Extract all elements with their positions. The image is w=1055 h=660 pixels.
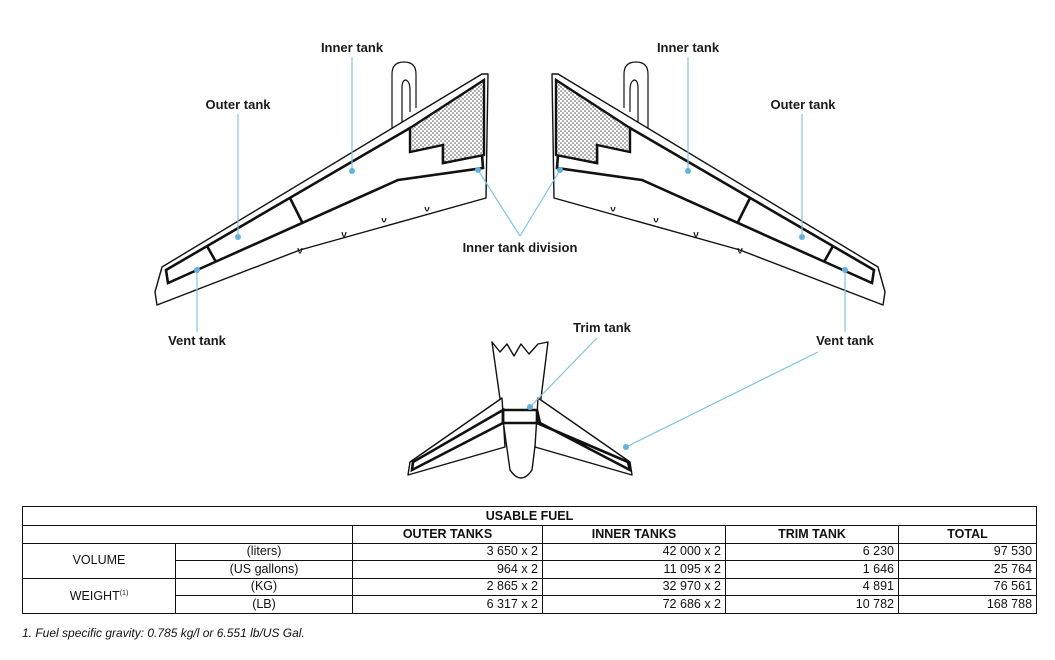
outer-tank-left-label: Outer tank: [205, 97, 271, 112]
horizontal-stabilizer: [407, 341, 633, 479]
left-flap-fairings: [297, 206, 430, 254]
usable-fuel-table: USABLE FUEL OUTER TANKS INNER TANKS TRIM…: [21, 506, 1038, 614]
trim-cell: 4 891: [725, 577, 899, 596]
outer-tank-right-label: Outer tank: [770, 97, 836, 112]
table-title: USABLE FUEL: [21, 506, 1038, 526]
weight-footnote-ref: (1): [119, 590, 129, 598]
right-vent-division: [822, 245, 835, 263]
table-row: (US gallons) 964 x 2 11 095 x 2 1 646 25…: [23, 560, 1038, 579]
right-wing: [551, 61, 886, 306]
outer-cell: 964 x 2: [352, 560, 543, 579]
total-cell: 76 561: [897, 577, 1038, 596]
header-total: TOTAL: [897, 525, 1038, 544]
left-engine-pylon: [391, 61, 417, 128]
inner-cell: 11 095 x 2: [542, 560, 726, 579]
weight-label-text: WEIGHT: [69, 589, 120, 604]
header-inner-tanks: INNER TANKS: [542, 525, 726, 544]
unit-cell: (KG): [175, 577, 353, 596]
weight-label: WEIGHT(1): [22, 577, 176, 614]
inner-tank-division-label: Inner tank division: [463, 240, 578, 255]
table-row: WEIGHT(1) (KG) 2 865 x 2 32 970 x 2 4 89…: [22, 577, 1038, 614]
outer-cell: 2 865 x 2: [352, 577, 543, 596]
volume-label: VOLUME: [22, 542, 176, 579]
header-blank: [22, 525, 353, 544]
trim-cell: 10 782: [725, 595, 899, 614]
outer-cell: 3 650 x 2: [352, 542, 543, 561]
inner-tank-right-label: Inner tank: [657, 40, 720, 55]
total-cell: 168 788: [897, 595, 1038, 614]
header-trim-tank: TRIM TANK: [725, 525, 899, 544]
inner-cell: 32 970 x 2: [542, 577, 726, 596]
right-flap-fairings: [610, 206, 743, 254]
left-outer-inner-division: [288, 197, 304, 223]
inner-cell: 72 686 x 2: [542, 595, 726, 614]
unit-cell: (US gallons): [175, 560, 353, 579]
right-engine-pylon: [623, 61, 649, 128]
right-inner-tank-hatch: [554, 77, 632, 165]
inner-tank-left-label: Inner tank: [321, 40, 384, 55]
total-cell: 25 764: [897, 560, 1038, 579]
unit-cell: (liters): [175, 542, 353, 561]
left-wing: [154, 61, 489, 306]
vent-tank-left-label: Vent tank: [168, 333, 227, 348]
left-inner-tank-hatch: [408, 77, 486, 165]
tail-right-stabilizer: [534, 397, 633, 476]
right-outer-inner-division: [736, 197, 752, 223]
leader-lines: [194, 57, 848, 450]
total-cell: 97 530: [897, 542, 1038, 561]
left-vent-division: [205, 245, 218, 263]
trim-tank-label: Trim tank: [573, 320, 632, 335]
vent-tank-right-label: Vent tank: [816, 333, 875, 348]
header-outer-tanks: OUTER TANKS: [352, 525, 543, 544]
footnote: 1. Fuel specific gravity: 0.785 kg/l or …: [22, 626, 305, 640]
trim-cell: 6 230: [725, 542, 899, 561]
inner-cell: 42 000 x 2: [542, 542, 726, 561]
trim-cell: 1 646: [725, 560, 899, 579]
unit-cell: (LB): [175, 595, 353, 614]
outer-cell: 6 317 x 2: [352, 595, 543, 614]
table-header-row: OUTER TANKS INNER TANKS TRIM TANK TOTAL: [22, 525, 1038, 544]
fuel-tank-diagram: Inner tank Outer tank Vent tank Inner ta…: [154, 40, 886, 479]
table-row: VOLUME (liters) 3 650 x 2 42 000 x 2 6 2…: [22, 542, 1038, 579]
table-row: (LB) 6 317 x 2 72 686 x 2 10 782 168 788: [23, 595, 1038, 614]
